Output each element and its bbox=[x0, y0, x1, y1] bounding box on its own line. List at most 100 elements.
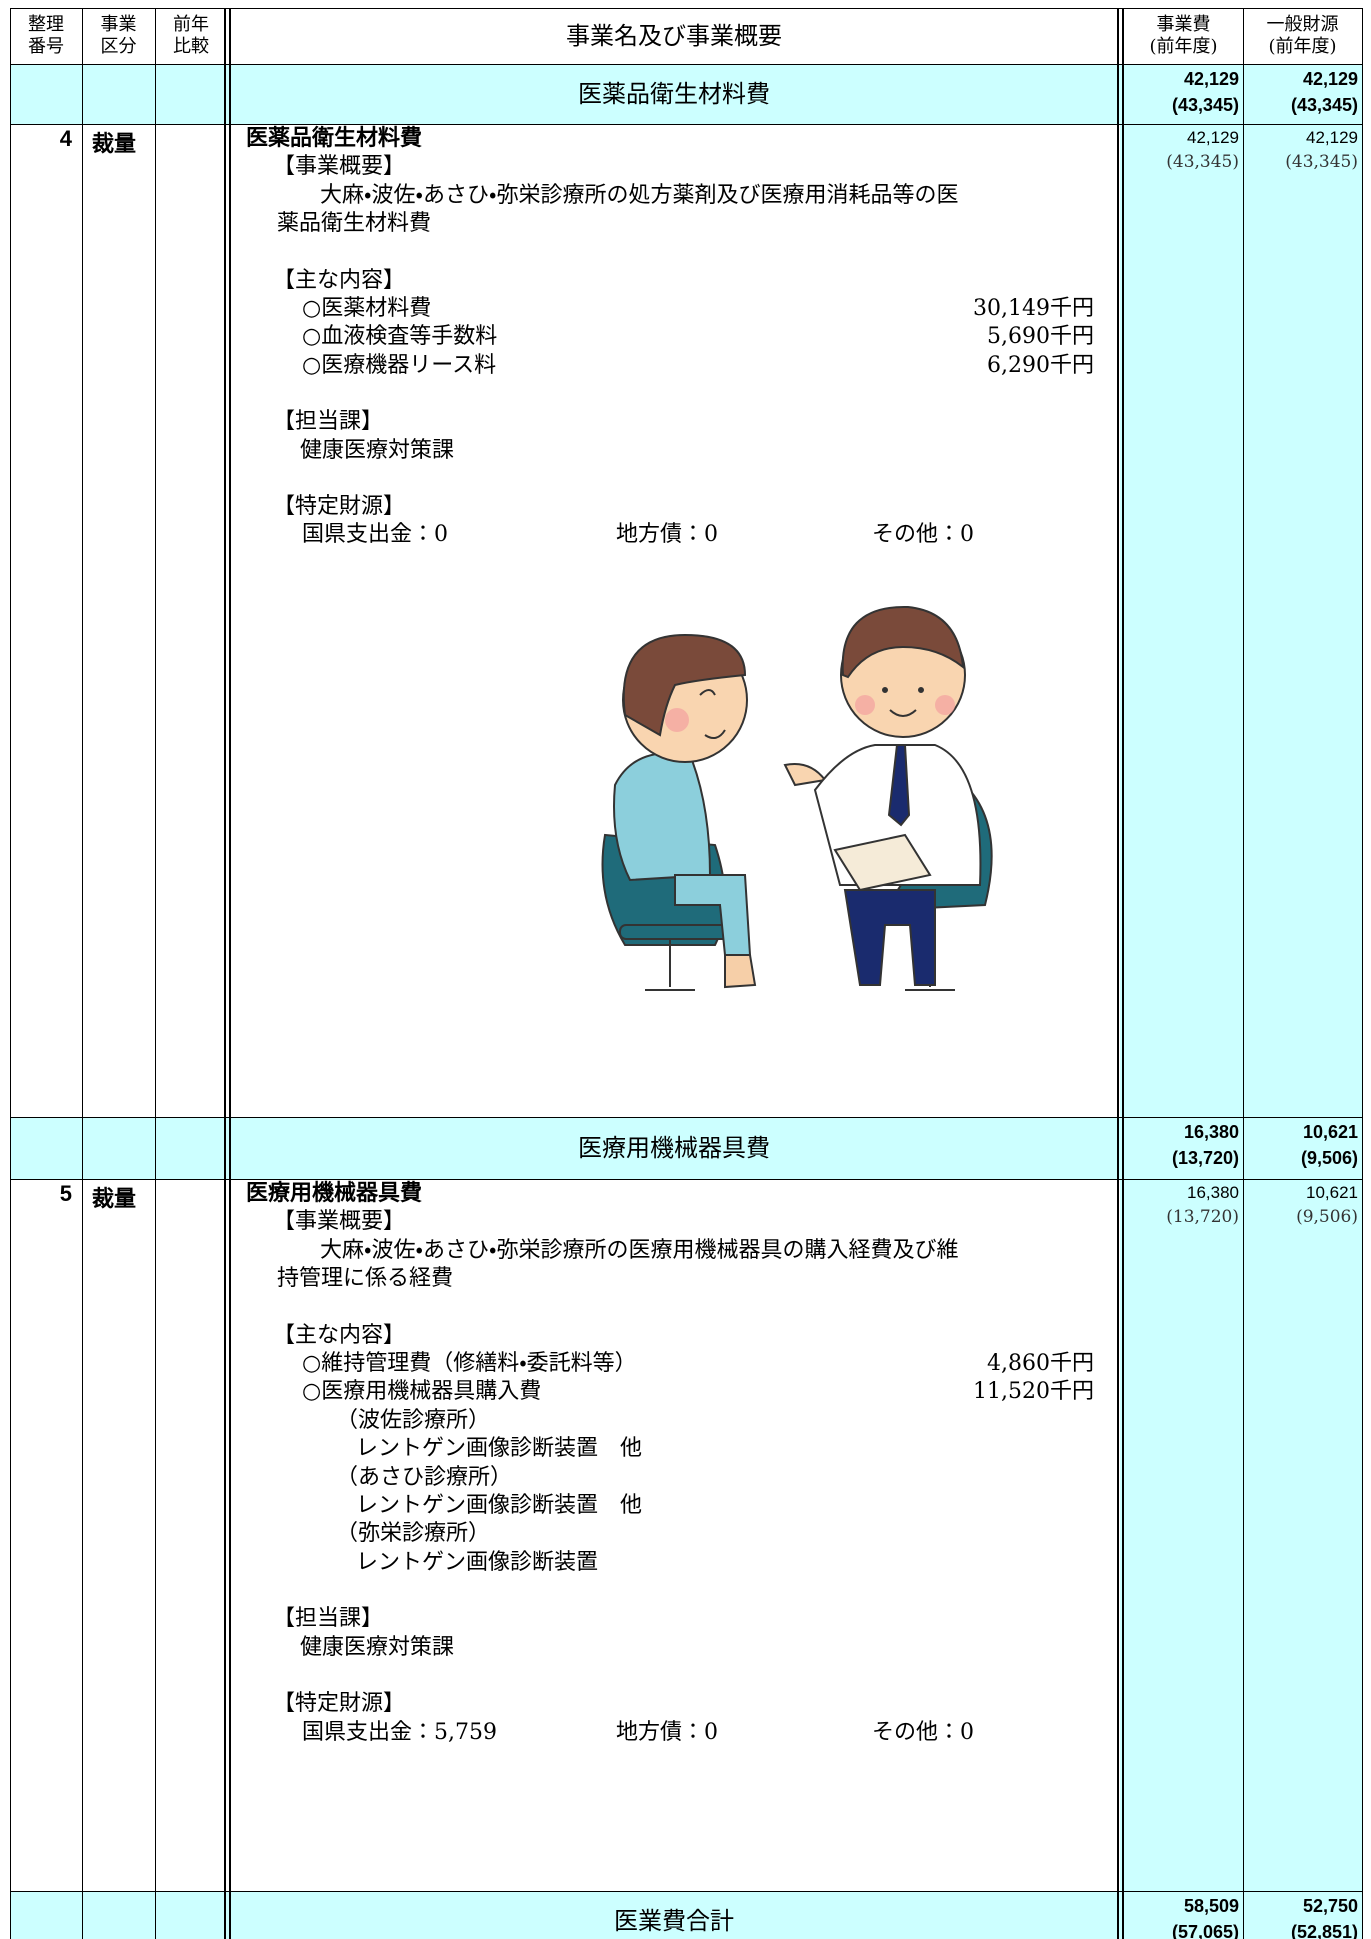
item-body: 医療用機械器具費 【事業概要】 大麻・波佐・あさひ・弥栄診療所の医療用機械器具の購入… bbox=[246, 1180, 1116, 1747]
spacer bbox=[246, 1577, 1116, 1605]
spacer bbox=[246, 380, 1116, 408]
amount: 42,129 bbox=[1187, 128, 1239, 147]
grid-line bbox=[224, 8, 226, 1939]
section-title: 医薬品衛生材料費 bbox=[578, 80, 770, 108]
illustration bbox=[601, 605, 993, 991]
content-row: ○維持管理費（修繕料・委託料等） 4,860千円 bbox=[246, 1350, 1094, 1378]
item-number: 4 bbox=[59, 126, 72, 151]
funding: 国県支出金：5,759 bbox=[302, 1719, 497, 1745]
content-label: ○維持管理費（修繕料・委託料等） bbox=[302, 1351, 637, 1377]
grid-line bbox=[82, 8, 83, 1939]
content-row: ○医療用機械器具購入費 11,520千円 bbox=[246, 1378, 1094, 1406]
dept: 健康医療対策課 bbox=[300, 1634, 455, 1660]
item-amount: 16,380 (13,720) bbox=[1124, 1181, 1243, 1229]
label: 【特定財源】 bbox=[273, 494, 406, 520]
label: 【特定財源】 bbox=[273, 1691, 406, 1717]
content-amount: 5,690千円 bbox=[987, 324, 1094, 350]
header-cell: 事業費 (前年度) bbox=[1124, 8, 1243, 64]
item-category: 裁量 bbox=[92, 132, 137, 157]
item-amount: 10,621 (9,506) bbox=[1243, 1181, 1362, 1229]
overview-line: 薬品衛生材料費 bbox=[277, 211, 432, 237]
header-cell: 前年 比較 bbox=[155, 8, 227, 64]
item-category: 裁量 bbox=[92, 1187, 137, 1212]
header-cell: 整理 番号 bbox=[10, 8, 82, 64]
funding: 地方債：0 bbox=[616, 1719, 718, 1745]
amount: 52,750 bbox=[1302, 1896, 1358, 1916]
header-text: 前年 bbox=[173, 14, 209, 35]
header-text: 比較 bbox=[173, 36, 209, 57]
header-cell: 事業 区分 bbox=[82, 8, 155, 64]
overview-line: 持管理に係る経費 bbox=[277, 1266, 454, 1292]
label: 【主な内容】 bbox=[273, 1322, 406, 1348]
grid-line bbox=[1243, 8, 1244, 1939]
grid-line bbox=[10, 1117, 1363, 1118]
content-row: ○医薬材料費 30,149千円 bbox=[246, 295, 1094, 323]
grid-line bbox=[10, 64, 1363, 65]
item-number: 5 bbox=[59, 1181, 72, 1206]
funding-row: 国県支出金：0 地方債：0 その他：0 bbox=[246, 521, 1116, 549]
amount-prev: (9,506) bbox=[1296, 1207, 1358, 1227]
amount-prev: (13,720) bbox=[1166, 1207, 1239, 1227]
amount: 42,129 bbox=[1302, 69, 1358, 89]
header-text: 区分 bbox=[100, 36, 137, 57]
cell-fill bbox=[10, 1891, 1362, 1939]
item-amount: 42,129 (43,345) bbox=[1124, 126, 1243, 174]
equipment: レントゲン画像診断装置 他 bbox=[356, 1436, 643, 1462]
total-amount: 58,509 (57,065) bbox=[1124, 1893, 1243, 1939]
amount: 42,129 bbox=[1183, 69, 1239, 89]
header-cell: 事業名及び事業概要 bbox=[231, 8, 1117, 64]
funding: その他：0 bbox=[872, 522, 974, 548]
spacer bbox=[246, 239, 1116, 267]
spacer bbox=[246, 1294, 1116, 1322]
overview-line: 大麻・波佐・あさひ・弥栄診療所の医療用機械器具の購入経費及び維 bbox=[320, 1237, 959, 1263]
header-text: 事業費 bbox=[1156, 14, 1211, 35]
clinic: （あさひ診療所） bbox=[336, 1464, 513, 1490]
equipment: レントゲン画像診断装置 他 bbox=[356, 1493, 643, 1519]
content-amount: 4,860千円 bbox=[987, 1351, 1094, 1377]
content-label: ○医療用機械器具購入費 bbox=[302, 1379, 542, 1405]
clinic: （弥栄診療所） bbox=[336, 1521, 491, 1547]
header-text: 事業名及び事業概要 bbox=[566, 22, 782, 50]
label: 【主な内容】 bbox=[273, 267, 406, 293]
grid-line bbox=[10, 124, 1363, 125]
section-title: 医業費合計 bbox=[614, 1907, 734, 1935]
content-amount: 30,149千円 bbox=[973, 296, 1094, 322]
amount-prev: (43,345) bbox=[1285, 152, 1358, 172]
clinic: （波佐診療所） bbox=[336, 1407, 491, 1433]
grid-line bbox=[10, 8, 1363, 9]
header-text: 番号 bbox=[28, 36, 64, 57]
amount: 10,621 bbox=[1302, 1122, 1358, 1142]
amount-prev: (43,345) bbox=[1171, 95, 1239, 115]
amount: 10,621 bbox=[1306, 1183, 1358, 1202]
amount: 16,380 bbox=[1183, 1122, 1239, 1142]
amount: 16,380 bbox=[1187, 1183, 1239, 1202]
spacer bbox=[246, 465, 1116, 493]
content-label: ○医療機器リース料 bbox=[302, 352, 497, 378]
header-text: 整理 bbox=[28, 14, 64, 35]
section-amount: 10,621 (9,506) bbox=[1243, 1119, 1362, 1171]
amount-prev: (57,065) bbox=[1171, 1922, 1239, 1939]
funding-row: 国県支出金：5,759 地方債：0 その他：0 bbox=[246, 1719, 1116, 1747]
overview-line: 大麻・波佐・あさひ・弥栄診療所の処方薬剤及び医療用消耗品等の医 bbox=[320, 182, 959, 208]
grid-line bbox=[1117, 8, 1119, 1939]
funding: その他：0 bbox=[872, 1719, 974, 1745]
header-cell: 一般財源 (前年度) bbox=[1243, 8, 1362, 64]
equipment: レントゲン画像診断装置 bbox=[356, 1549, 599, 1575]
amount-prev: (13,720) bbox=[1171, 1148, 1239, 1168]
label: 【事業概要】 bbox=[273, 1209, 406, 1235]
section-title: 医療用機械器具費 bbox=[578, 1134, 770, 1162]
header-text: 一般財源 bbox=[1266, 14, 1339, 35]
content-label: ○医薬材料費 bbox=[302, 296, 432, 322]
section-amount: 42,129 (43,345) bbox=[1243, 66, 1362, 118]
cell-fill bbox=[10, 64, 1362, 124]
grid-line bbox=[155, 8, 156, 1939]
label: 【事業概要】 bbox=[273, 154, 406, 180]
label: 【担当課】 bbox=[273, 1606, 384, 1632]
grid-line bbox=[10, 8, 11, 1939]
amount: 58,509 bbox=[1183, 1896, 1239, 1916]
header-text: (前年度) bbox=[1268, 36, 1337, 57]
grid-line bbox=[10, 1179, 1363, 1180]
section-amount: 42,129 (43,345) bbox=[1124, 66, 1243, 118]
amount-prev: (9,506) bbox=[1300, 1148, 1358, 1168]
